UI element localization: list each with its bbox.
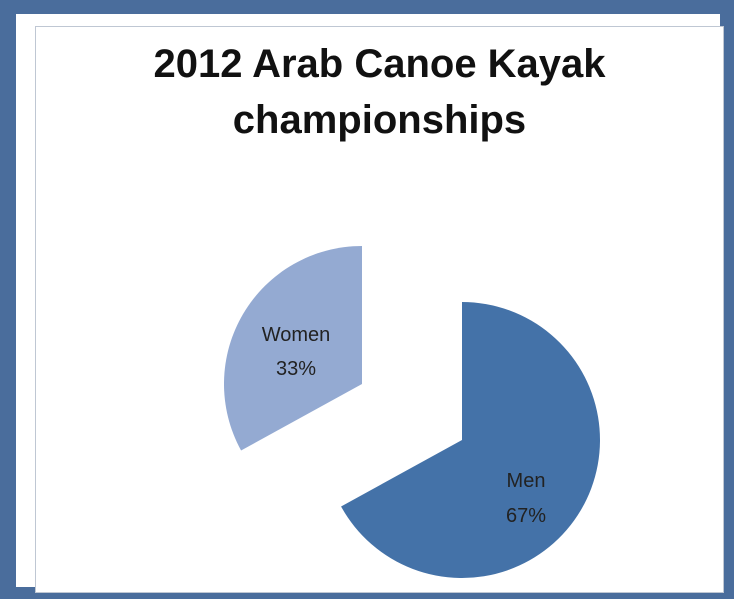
- slice-value-women: 33%: [276, 358, 316, 380]
- chart-title: 2012 Arab Canoe Kayak championships: [153, 42, 606, 142]
- slice-label-women: Women: [262, 324, 331, 346]
- pie-slice-women: [224, 246, 362, 451]
- slice-value-men: 67%: [506, 505, 546, 527]
- slice-label-men: Men: [507, 470, 546, 492]
- pie-slice-men: [341, 302, 600, 578]
